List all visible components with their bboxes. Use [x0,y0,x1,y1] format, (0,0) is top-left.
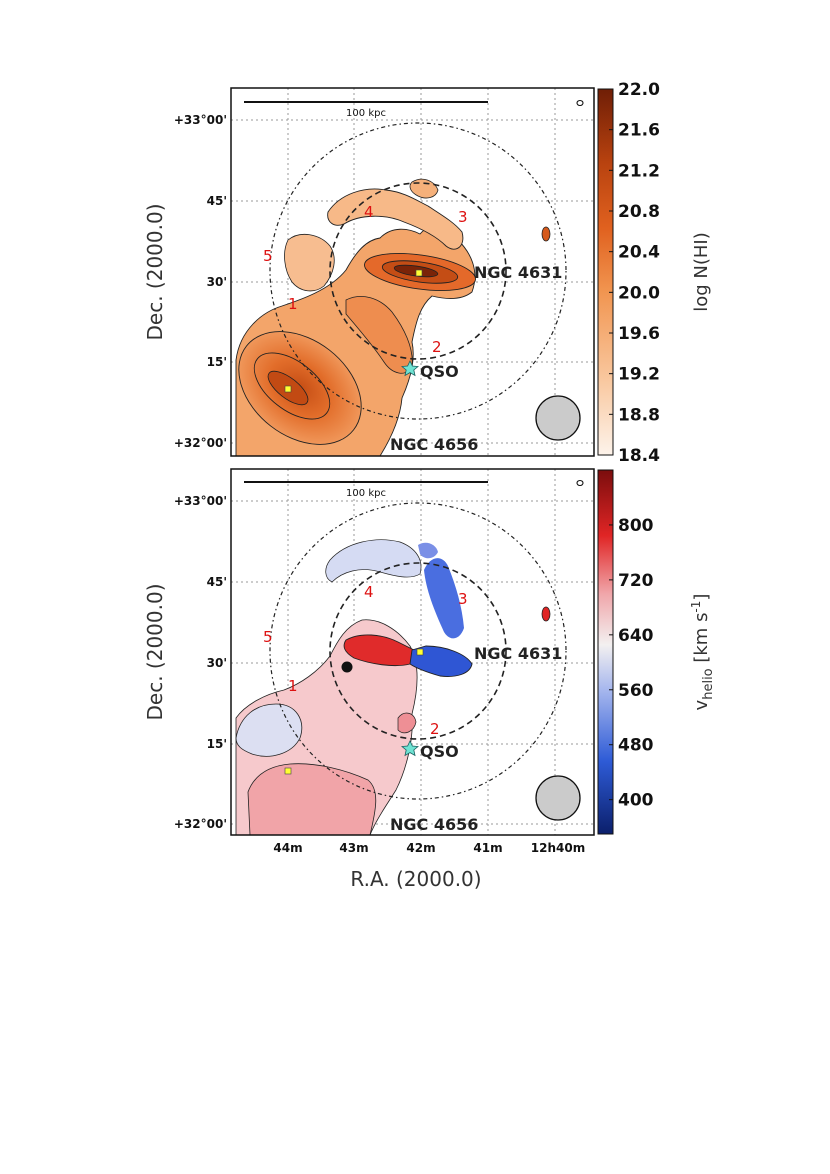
region-label: 4 [364,583,374,601]
plot-frame [230,468,595,836]
beam-ellipse [535,775,581,821]
panel-column-density: 100 kpc NGC 4631 NGC 4656 QSO 1 2 3 4 5 … [143,80,712,466]
ngc4656-center-marker [284,767,292,775]
region-label: 5 [263,247,273,265]
y-tick-label: 30' [207,275,227,289]
y-tick-label: 15' [207,737,227,751]
colorbar [597,88,614,456]
colorbar-ticks: 22.0 21.6 21.2 20.8 20.4 20.0 19.6 19.2 18.8 18.4 [609,80,660,466]
region-label: 1 [288,677,298,695]
y-axis-label: Dec. (2000.0) [143,583,167,720]
colorbar-label-end: ] [691,594,712,601]
galaxy-label-ngc4656: NGC 4656 [390,815,478,834]
plot-frame [230,87,595,457]
panel-velocity: 100 kpc NGC 4631 NGC 4656 QSO 1 2 3 4 5 … [143,468,716,891]
inner-circle [329,562,507,740]
region-label: 1 [288,295,298,313]
qso-label: QSO [420,742,459,761]
colorbar-tick-label: 480 [618,736,654,756]
pixel-marker [576,99,584,107]
ngc4631-receding-side [343,634,419,667]
y-tick-label: +33°00' [174,494,227,508]
velocity-field [231,469,594,835]
colorbar-tick-label: 21.6 [618,121,660,141]
qso-star-icon [401,360,419,377]
colorbar-tick-label: 21.2 [618,161,660,181]
region-label: 2 [430,720,440,738]
region-label: 2 [432,338,442,356]
colorbar-tick-label: 800 [618,516,654,536]
region-label: 3 [458,590,468,608]
colorbar-tick-label: 18.8 [618,405,660,425]
y-tick-label: 45' [207,194,227,208]
x-axis-label: R.A. (2000.0) [350,867,481,891]
galaxy-label-ngc4631: NGC 4631 [474,263,562,282]
colorbar-label: log N(HI) [691,232,712,312]
y-tick-label: 15' [207,355,227,369]
colorbar-tick-label: 20.4 [618,243,660,263]
inner-circle [329,182,507,360]
velocity-stream-blue [424,558,464,639]
colorbar-tick-label: 18.4 [618,446,660,466]
ngc4656-velocity [247,763,377,835]
x-tick-label: 43m [339,841,368,855]
ngc4631-center-marker [415,269,423,277]
colorbar-tick-label: 19.2 [618,365,660,385]
colorbar-tick-label: 22.0 [618,80,660,100]
colorbar [597,469,614,835]
companion-dot [341,661,353,673]
beam-ellipse [535,395,581,441]
colorbar-ticks: 800 720 640 560 480 400 [609,516,654,811]
y-tick-label: +33°00' [174,113,227,127]
hi-emission [231,88,594,456]
colorbar-tick-label: 19.6 [618,324,660,344]
colorbar-label-sup: -1 [689,601,703,613]
hi-cloud-east [541,226,551,242]
scale-bar-label: 100 kpc [346,488,386,499]
outer-circle [269,502,567,800]
region-label: 5 [263,628,273,646]
colorbar-tick-label: 640 [618,626,654,646]
x-tick-label: 42m [406,841,435,855]
colorbar-tick-label: 20.0 [618,283,660,303]
x-tick-label: 41m [473,841,502,855]
y-tick-label: 30' [207,656,227,670]
colorbar-label: vhelio [km s-1] [689,594,716,711]
colorbar-label-sub: helio [701,668,716,699]
colorbar-label-main: v [691,699,712,710]
ngc4631-center-marker [416,648,424,656]
qso-star-icon [401,740,419,757]
hi-filament-west [284,233,335,292]
y-tick-label: 45' [207,575,227,589]
y-tick-label: +32°00' [174,436,227,450]
ngc4656-center-marker [284,385,292,393]
ngc4631-approaching-side [409,645,473,677]
x-tick-label: 12h40m [531,841,585,855]
colorbar-tick-label: 560 [618,681,654,701]
galaxy-label-ngc4656: NGC 4656 [390,435,478,454]
galaxy-label-ngc4631: NGC 4631 [474,644,562,663]
colorbar-label-units: [km s [691,613,712,669]
colorbar-tick-label: 20.8 [618,202,660,222]
pixel-marker [576,479,584,487]
velocity-cloud-east [541,606,551,622]
colorbar-tick-label: 720 [618,571,654,591]
outer-circle [269,122,567,420]
region-label: 4 [364,203,374,221]
x-tick-label: 44m [273,841,302,855]
velocity-arc-north [325,539,422,583]
y-axis-label: Dec. (2000.0) [143,203,167,340]
qso-label: QSO [420,362,459,381]
scale-bar-label: 100 kpc [346,108,386,119]
y-tick-label: +32°00' [174,817,227,831]
colorbar-tick-label: 400 [618,791,654,811]
region-label: 3 [458,208,468,226]
